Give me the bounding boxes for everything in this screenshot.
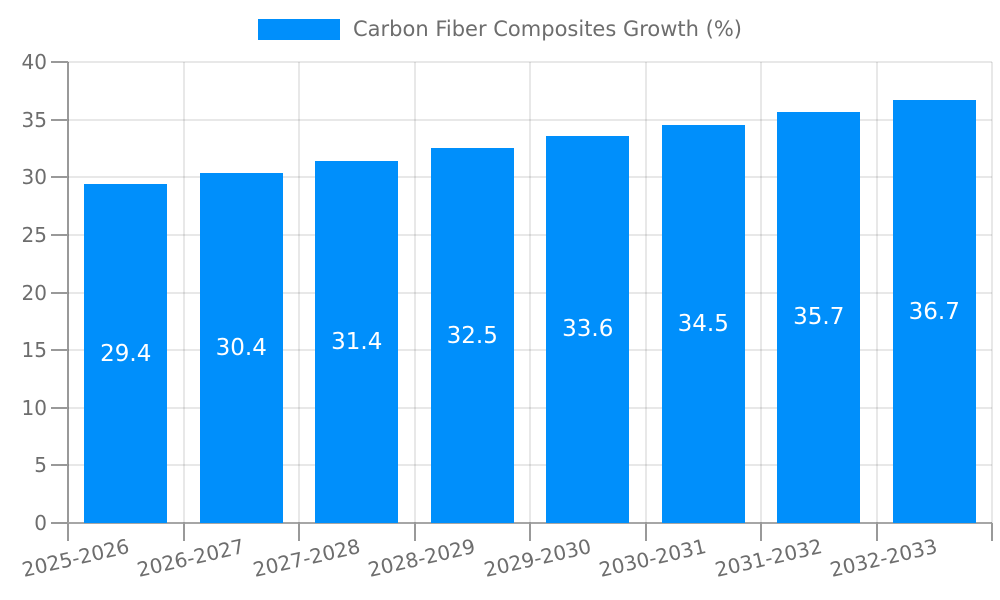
bar-value-label: 34.5	[677, 311, 729, 338]
gridline-horizontal	[68, 233, 992, 236]
y-tick-label: 30	[21, 165, 47, 190]
y-axis-tick	[51, 118, 68, 121]
gridline-vertical	[413, 62, 416, 523]
gridline-horizontal	[68, 464, 992, 467]
bar-value-label: 30.4	[215, 334, 267, 361]
y-axis-tick	[51, 522, 68, 524]
bar[interactable]: 29.4	[84, 184, 168, 523]
bar[interactable]: 33.6	[546, 135, 630, 523]
gridline-vertical	[760, 62, 762, 523]
legend-swatch-icon	[258, 18, 340, 40]
y-tick-label: 15	[21, 338, 47, 363]
y-axis-tick	[51, 176, 68, 179]
x-axis-tick	[644, 523, 647, 541]
gridline-horizontal	[68, 176, 992, 179]
gridline-vertical	[298, 62, 300, 523]
gridline-vertical	[875, 62, 878, 523]
y-tick-label: 5	[34, 453, 47, 478]
y-tick-label: 35	[21, 107, 47, 132]
y-tick-label: 40	[21, 50, 47, 74]
legend-item[interactable]: Carbon Fiber Composites Growth (%)	[258, 16, 742, 42]
y-tick-label: 10	[21, 395, 47, 420]
y-axis-tick	[51, 406, 68, 409]
y-axis-tick	[51, 464, 68, 467]
x-axis-tick	[529, 523, 531, 541]
bar-value-label: 31.4	[331, 329, 383, 356]
bar[interactable]: 30.4	[199, 172, 283, 523]
x-axis-tick	[182, 523, 185, 541]
bar-value-label: 29.4	[100, 340, 152, 367]
y-axis-tick	[51, 291, 68, 294]
bar-value-label: 35.7	[793, 304, 845, 331]
bar-value-label: 36.7	[908, 298, 960, 325]
y-axis-line	[67, 62, 69, 523]
gridline-horizontal	[68, 61, 992, 63]
y-axis-tick	[51, 61, 68, 63]
x-axis-tick	[298, 523, 300, 541]
bar-value-label: 33.6	[562, 316, 614, 343]
bar[interactable]: 34.5	[661, 125, 745, 523]
x-axis-tick	[413, 523, 416, 541]
y-tick-label: 25	[21, 222, 47, 247]
gridline-vertical	[644, 62, 647, 523]
plot-area: 29.4 30.4 31.4 32.5 33.6 34.5 35.7 36.7	[67, 61, 993, 524]
bar[interactable]: 35.7	[777, 111, 861, 523]
y-tick-label: 0	[34, 511, 47, 535]
y-tick-label: 20	[21, 280, 47, 305]
bar[interactable]: 31.4	[315, 161, 399, 523]
gridline-vertical	[529, 62, 531, 523]
gridline-vertical	[182, 62, 185, 523]
gridline-horizontal	[68, 118, 992, 121]
gridline-horizontal	[68, 291, 992, 294]
bar-value-label: 32.5	[446, 322, 498, 349]
x-axis-tick	[67, 523, 69, 541]
legend: Carbon Fiber Composites Growth (%)	[0, 16, 1000, 42]
bar[interactable]: 36.7	[892, 100, 976, 523]
legend-label: Carbon Fiber Composites Growth (%)	[353, 17, 742, 41]
gridline-horizontal	[68, 406, 992, 409]
y-axis-tick	[51, 233, 68, 236]
x-axis-tick	[760, 523, 762, 541]
x-axis-tick	[875, 523, 878, 541]
bar[interactable]: 32.5	[430, 148, 514, 523]
gridline-horizontal	[68, 349, 992, 352]
x-axis-tick	[991, 523, 993, 541]
y-axis-tick	[51, 349, 68, 352]
gridline-vertical	[991, 62, 993, 523]
